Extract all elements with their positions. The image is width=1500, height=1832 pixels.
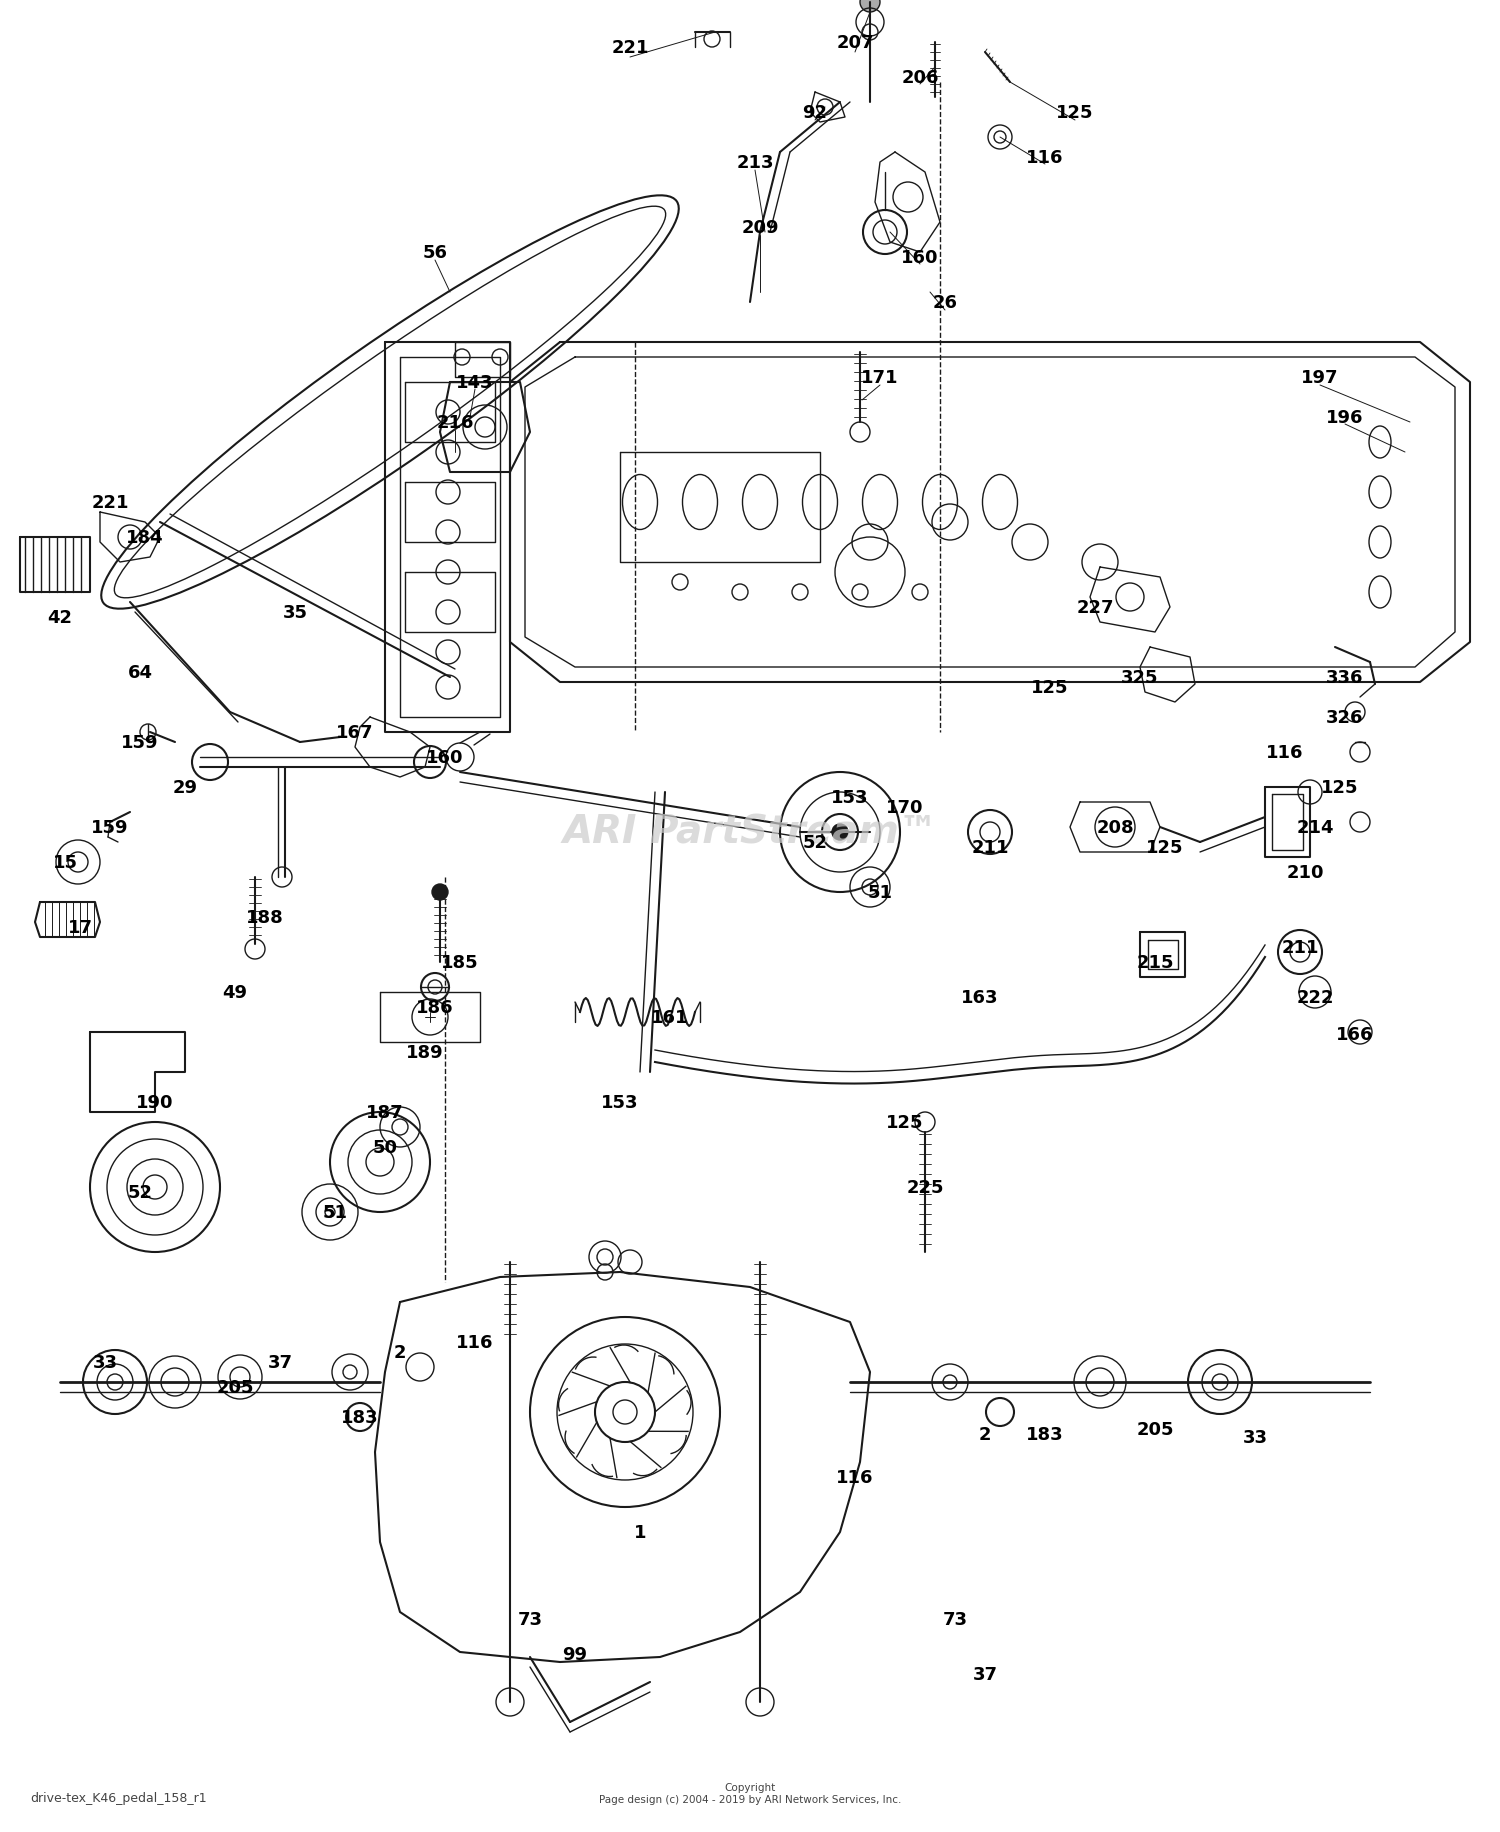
Text: 221: 221: [612, 38, 648, 57]
Text: 205: 205: [216, 1378, 254, 1396]
Text: 159: 159: [122, 733, 159, 751]
Text: ARI PartStream™: ARI PartStream™: [562, 813, 938, 852]
Text: 197: 197: [1300, 368, 1338, 387]
Text: drive-tex_K46_pedal_158_r1: drive-tex_K46_pedal_158_r1: [30, 1792, 207, 1805]
Text: 73: 73: [518, 1610, 543, 1629]
Text: 171: 171: [861, 368, 898, 387]
Text: 2: 2: [978, 1425, 992, 1444]
Text: 207: 207: [837, 35, 873, 51]
Text: 37: 37: [972, 1665, 998, 1684]
Text: 26: 26: [933, 293, 957, 311]
Text: 37: 37: [267, 1354, 292, 1370]
Text: 159: 159: [92, 819, 129, 837]
Text: 166: 166: [1336, 1026, 1374, 1044]
Text: 99: 99: [562, 1645, 588, 1663]
Circle shape: [432, 885, 448, 901]
Text: 17: 17: [68, 918, 93, 936]
Text: 167: 167: [336, 724, 374, 742]
Text: 211: 211: [1281, 938, 1318, 956]
Text: 183: 183: [1026, 1425, 1063, 1444]
Text: 189: 189: [406, 1044, 444, 1061]
Text: 49: 49: [222, 984, 248, 1002]
Text: 153: 153: [602, 1094, 639, 1112]
Text: 221: 221: [92, 495, 129, 511]
Circle shape: [833, 824, 848, 841]
Text: 153: 153: [831, 788, 868, 806]
Text: 29: 29: [172, 779, 198, 797]
Text: 184: 184: [126, 529, 164, 546]
Text: 50: 50: [372, 1138, 398, 1156]
Text: 170: 170: [886, 799, 924, 817]
Text: 33: 33: [1242, 1429, 1268, 1445]
Text: 211: 211: [972, 839, 1008, 857]
Text: 56: 56: [423, 244, 447, 262]
Text: 125: 125: [1322, 779, 1359, 797]
Text: 210: 210: [1286, 863, 1323, 881]
Text: 116: 116: [456, 1334, 494, 1352]
Text: 125: 125: [886, 1114, 924, 1132]
Text: 2: 2: [393, 1343, 406, 1361]
Text: 160: 160: [426, 749, 464, 766]
Text: 1: 1: [633, 1522, 646, 1541]
Text: 64: 64: [128, 663, 153, 682]
Text: 42: 42: [48, 608, 72, 627]
Circle shape: [859, 0, 880, 13]
Text: 225: 225: [906, 1178, 944, 1196]
Text: 185: 185: [441, 953, 479, 971]
Text: 35: 35: [282, 605, 308, 621]
Text: 125: 125: [1056, 104, 1094, 123]
Text: 208: 208: [1096, 819, 1134, 837]
Text: 206: 206: [902, 70, 939, 86]
Text: 215: 215: [1137, 953, 1173, 971]
Text: 183: 183: [340, 1409, 380, 1427]
Text: 222: 222: [1296, 989, 1334, 1006]
Text: 33: 33: [93, 1354, 117, 1370]
Text: 205: 205: [1137, 1420, 1173, 1438]
Text: 190: 190: [136, 1094, 174, 1112]
Text: 116: 116: [1266, 744, 1304, 762]
Text: 52: 52: [802, 834, 828, 852]
Text: 143: 143: [456, 374, 494, 392]
Text: 336: 336: [1326, 669, 1364, 687]
Text: 73: 73: [942, 1610, 968, 1629]
Text: 326: 326: [1326, 709, 1364, 727]
Text: 214: 214: [1296, 819, 1334, 837]
Text: 325: 325: [1120, 669, 1158, 687]
Text: 51: 51: [322, 1204, 348, 1222]
Text: 15: 15: [53, 854, 78, 872]
Text: 160: 160: [902, 249, 939, 267]
Text: 187: 187: [366, 1103, 404, 1121]
Text: 116: 116: [1026, 148, 1063, 167]
Text: 51: 51: [867, 883, 892, 901]
Text: 186: 186: [416, 998, 454, 1017]
Text: Copyright
Page design (c) 2004 - 2019 by ARI Network Services, Inc.: Copyright Page design (c) 2004 - 2019 by…: [598, 1783, 902, 1805]
Text: 227: 227: [1077, 599, 1113, 617]
Text: 216: 216: [436, 414, 474, 432]
Text: 52: 52: [128, 1183, 153, 1202]
Text: 163: 163: [962, 989, 999, 1006]
Text: 161: 161: [651, 1008, 688, 1026]
Text: 116: 116: [837, 1467, 873, 1486]
Text: 209: 209: [741, 218, 778, 236]
Text: 92: 92: [802, 104, 828, 123]
Text: 125: 125: [1146, 839, 1184, 857]
Text: 196: 196: [1326, 409, 1364, 427]
Text: 213: 213: [736, 154, 774, 172]
Text: 125: 125: [1032, 678, 1068, 696]
Text: 188: 188: [246, 909, 284, 927]
